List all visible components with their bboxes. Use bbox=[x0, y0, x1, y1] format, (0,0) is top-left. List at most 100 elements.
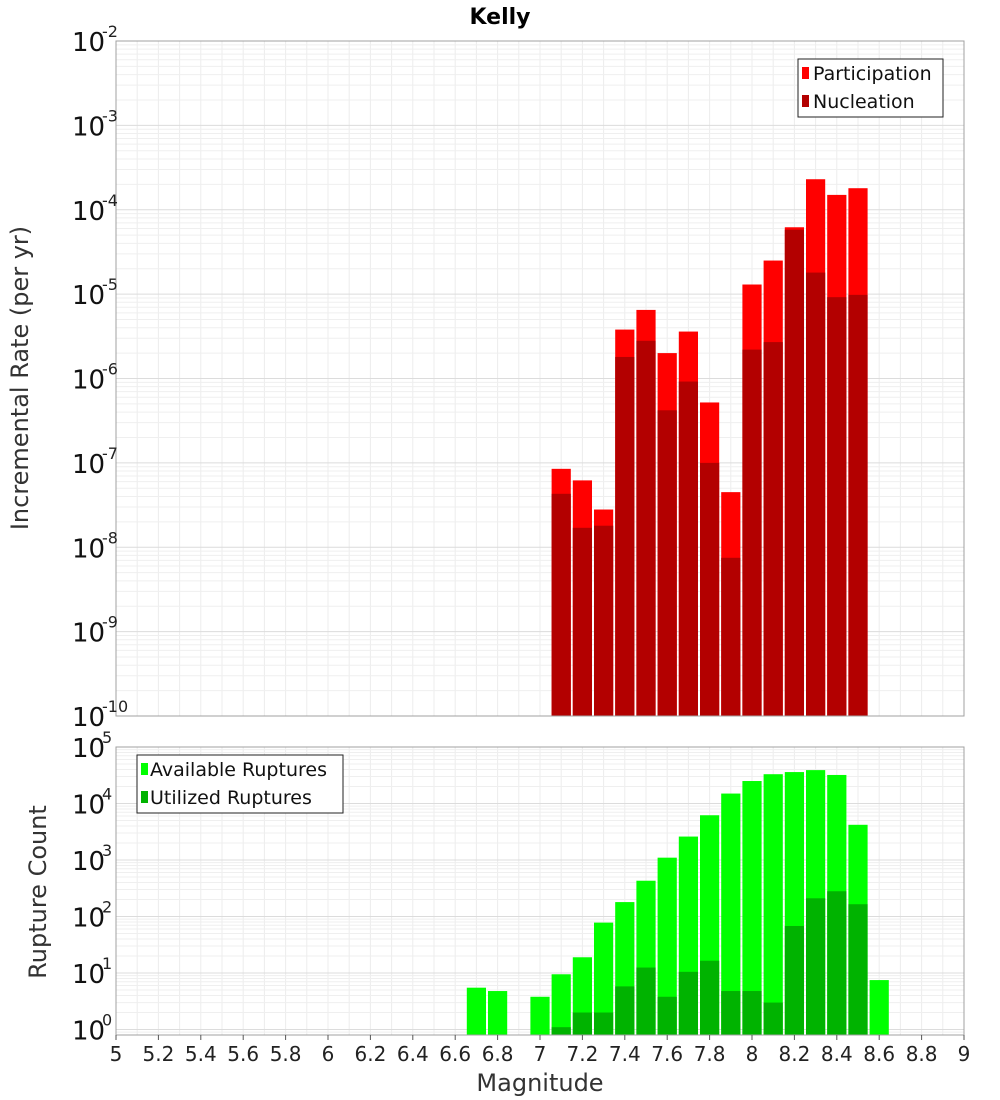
y-tick-label: 10 bbox=[72, 281, 105, 311]
available-ruptures-bar bbox=[742, 781, 762, 1035]
y-tick-exponent: 1 bbox=[102, 954, 112, 973]
y-tick-label: 10 bbox=[72, 366, 105, 396]
x-tick-label: 6 bbox=[322, 1042, 335, 1066]
y-tick-exponent: -9 bbox=[102, 613, 118, 632]
y-tick-exponent: -7 bbox=[102, 444, 118, 463]
available-ruptures-bar bbox=[763, 774, 783, 1035]
participation-legend-swatch bbox=[802, 67, 809, 79]
y-tick-exponent: 0 bbox=[102, 1011, 112, 1030]
x-tick-label: 7.2 bbox=[566, 1042, 598, 1066]
utilized-ruptures-bar bbox=[784, 925, 804, 1035]
x-tick-label: 5.2 bbox=[142, 1042, 174, 1066]
nucleation-legend-swatch bbox=[802, 95, 809, 107]
y-tick-label: 10 bbox=[72, 791, 105, 821]
y-tick-label: 10 bbox=[72, 619, 105, 649]
utilized-ruptures-bar bbox=[572, 1012, 592, 1035]
x-tick-label: 8.4 bbox=[821, 1042, 853, 1066]
y-tick-exponent: -5 bbox=[102, 275, 118, 294]
nucleation-bar bbox=[678, 381, 698, 716]
y-tick-exponent: 5 bbox=[102, 728, 112, 747]
available-ruptures-bar bbox=[551, 974, 571, 1035]
x-tick-label: 8.2 bbox=[778, 1042, 810, 1066]
x-tick-label: 6.2 bbox=[354, 1042, 386, 1066]
utilized-ruptures-bar bbox=[763, 1002, 783, 1035]
utilized-legend-label: Utilized Ruptures bbox=[150, 787, 312, 809]
y-tick-label: 10 bbox=[72, 197, 105, 227]
x-tick-label: 6.6 bbox=[439, 1042, 471, 1066]
x-tick-label: 7 bbox=[534, 1042, 547, 1066]
x-tick-label: 7.4 bbox=[609, 1042, 641, 1066]
rate-bars bbox=[551, 179, 868, 717]
utilized-ruptures-bar bbox=[742, 991, 762, 1035]
utilized-ruptures-bar bbox=[827, 891, 847, 1035]
y-tick-exponent: -4 bbox=[102, 191, 118, 210]
nucleation-bar bbox=[763, 342, 783, 716]
y-tick-exponent: -2 bbox=[102, 22, 118, 41]
nucleation-legend-label: Nucleation bbox=[813, 91, 915, 113]
available-ruptures-bar bbox=[488, 991, 508, 1035]
y-tick-label: 10 bbox=[72, 534, 105, 564]
count-legend-box bbox=[136, 754, 344, 814]
x-tick-label: 5.6 bbox=[227, 1042, 259, 1066]
nucleation-bar bbox=[742, 349, 762, 716]
utilized-ruptures-bar bbox=[594, 1012, 614, 1035]
rate-legend-box bbox=[797, 58, 944, 118]
utilized-legend-swatch bbox=[141, 791, 148, 803]
utilized-ruptures-bar bbox=[806, 898, 826, 1035]
x-tick-label: 8 bbox=[746, 1042, 759, 1066]
x-tick-label: 6.4 bbox=[397, 1042, 429, 1066]
available-ruptures-bar bbox=[594, 922, 614, 1035]
count-bars bbox=[466, 770, 889, 1035]
y-tick-label: 10 bbox=[72, 847, 105, 877]
available-ruptures-bar bbox=[530, 996, 550, 1035]
x-tick-label: 7.8 bbox=[694, 1042, 726, 1066]
count-legend: Available Ruptures Utilized Ruptures bbox=[136, 754, 344, 814]
nucleation-bar bbox=[636, 340, 656, 716]
nucleation-bar bbox=[848, 294, 868, 716]
utilized-ruptures-bar bbox=[615, 986, 635, 1035]
x-tick-label: 8.6 bbox=[863, 1042, 895, 1066]
y-tick-label: 10 bbox=[72, 112, 105, 142]
nucleation-bar bbox=[784, 229, 804, 717]
x-tick-label: 8.8 bbox=[906, 1042, 938, 1066]
y-tick-exponent: -6 bbox=[102, 360, 118, 379]
y-tick-exponent: 3 bbox=[102, 841, 112, 860]
x-tick-label: 7.6 bbox=[651, 1042, 683, 1066]
rate-y-axis-label: Incremental Rate (per yr) bbox=[6, 226, 34, 530]
available-ruptures-bar bbox=[869, 980, 889, 1035]
utilized-ruptures-bar bbox=[636, 967, 656, 1035]
available-legend-swatch bbox=[141, 763, 148, 775]
rate-plot-border bbox=[115, 40, 965, 717]
y-tick-exponent: -10 bbox=[102, 697, 128, 716]
y-tick-label: 10 bbox=[72, 28, 105, 58]
x-tick-label: 5 bbox=[110, 1042, 123, 1066]
nucleation-bar bbox=[572, 527, 592, 716]
x-tick-label: 5.8 bbox=[270, 1042, 302, 1066]
x-tick-label: 6.8 bbox=[482, 1042, 514, 1066]
x-tick-label: 5.4 bbox=[185, 1042, 217, 1066]
nucleation-bar bbox=[551, 493, 571, 716]
y-tick-label: 10 bbox=[72, 960, 105, 990]
utilized-ruptures-bar bbox=[721, 991, 741, 1035]
rate-legend: Participation Nucleation bbox=[797, 58, 944, 118]
nucleation-bar bbox=[827, 297, 847, 716]
available-ruptures-bar bbox=[466, 987, 486, 1035]
x-tick-label: 9 bbox=[958, 1042, 971, 1066]
y-tick-exponent: -8 bbox=[102, 528, 118, 547]
nucleation-bar bbox=[806, 272, 826, 716]
nucleation-bar bbox=[721, 557, 741, 716]
y-tick-exponent: 2 bbox=[102, 898, 112, 917]
y-tick-exponent: -3 bbox=[102, 106, 118, 125]
utilized-ruptures-bar bbox=[551, 1027, 571, 1035]
magnitude-x-ticks: 5 5.2 5.4 5.6 5.8 6 6.2 6.4 6.6 6.8 7 7.2 7.4 7.6 7.8 8… bbox=[110, 1035, 971, 1066]
available-ruptures-bar bbox=[721, 793, 741, 1035]
participation-legend-label: Participation bbox=[813, 63, 932, 85]
available-ruptures-bar bbox=[657, 857, 677, 1035]
magnitude-x-axis-label: Magnitude bbox=[476, 1069, 603, 1097]
y-tick-exponent: 4 bbox=[102, 785, 112, 804]
nucleation-bar bbox=[700, 462, 720, 716]
